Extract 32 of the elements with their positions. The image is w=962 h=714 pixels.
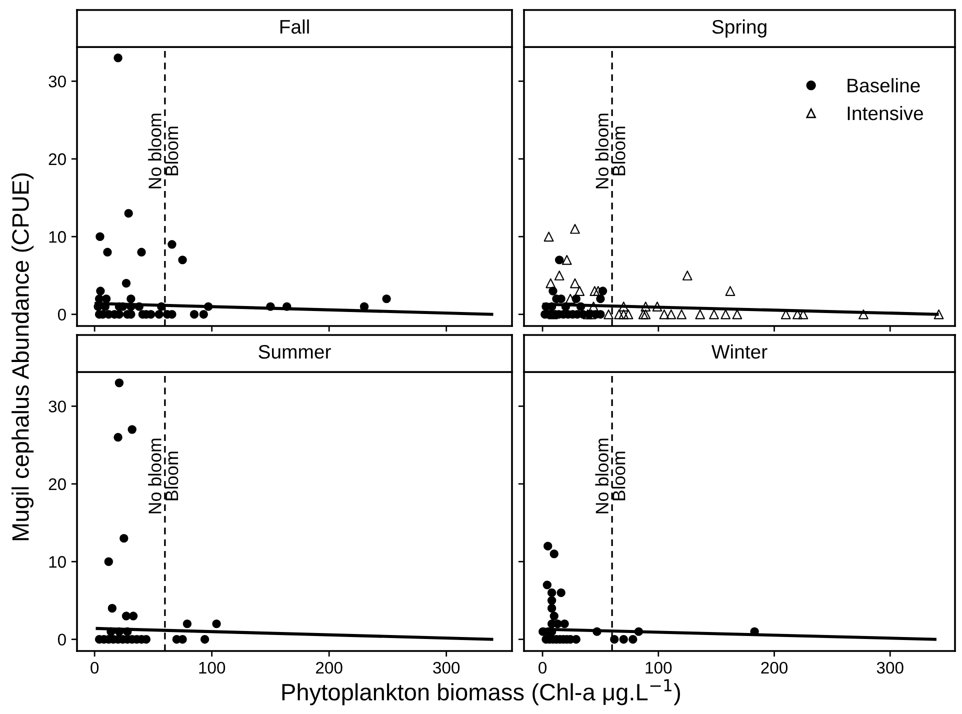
y-tick-label: 0 — [58, 308, 66, 321]
x-tick-label: 100 — [199, 662, 226, 674]
ref-line-label: No bloom — [148, 438, 162, 514]
ref-line-label: No bloom — [595, 438, 608, 514]
y-axis-title: Mugil cephalus Abundance (CPUE) — [12, 173, 34, 540]
y-tick-label: 20 — [48, 153, 66, 166]
annotation: Bloom — [164, 452, 178, 500]
legend-label: Intensive — [848, 106, 924, 120]
x-tick-label: 100 — [646, 662, 672, 674]
annotation: Bloom — [612, 452, 626, 500]
y-tick-label: 20 — [48, 478, 66, 490]
x-tick-label: 0 — [538, 662, 547, 674]
y-tick-label: 10 — [49, 231, 66, 243]
y-tick-label: 10 — [49, 556, 66, 568]
x-axis-title: Phytoplankton biomass (Chl-a μg.L$^{−1}$) — [282, 679, 680, 706]
annotation: Bloom — [612, 126, 626, 176]
x-tick-label: 200 — [761, 662, 788, 674]
chart-title: Winter — [711, 344, 768, 359]
chart-title: Summer — [258, 344, 331, 359]
ref-line-label: No bloom — [148, 114, 162, 188]
chart-title: Spring — [712, 19, 766, 38]
ref-line-label: No bloom — [595, 114, 608, 188]
x-tick-label: 300 — [876, 662, 904, 674]
x-tick-label: 200 — [316, 662, 342, 674]
legend-label: Baseline — [848, 78, 920, 92]
annotation: Bloom — [164, 126, 178, 176]
chart-title: Fall — [280, 19, 309, 34]
y-tick-label: 30 — [48, 400, 66, 412]
y-tick-label: 0 — [58, 634, 66, 646]
y-tick-label: 30 — [48, 76, 66, 88]
x-tick-label: 300 — [433, 662, 460, 674]
x-tick-label: 0 — [90, 662, 99, 674]
